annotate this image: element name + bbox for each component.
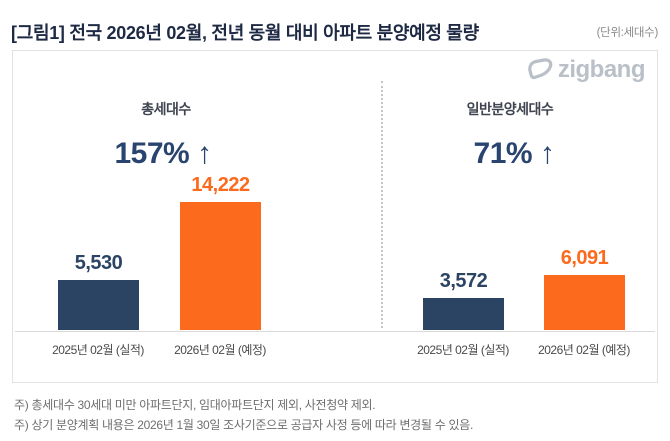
bar-column-general-2025: 3,572 [423,270,504,330]
footnote-1: 주) 총세대수 30세대 미만 아파트단지, 임대아파트단지 제외, 사전청약 … [14,398,376,412]
footnote-2: 주) 상기 분양계획 내용은 2026년 1월 30일 조사기준으로 공급자 사… [14,418,473,432]
zigbang-wordmark: zigbang [557,56,646,83]
group-change-total-households: 157% ↑ [114,137,212,170]
bar-value-label: 3,572 [439,270,488,292]
chart-panel: zigbang 총세대수 157% ↑ 5,530 14,222 2025년 0… [12,50,658,383]
page-title: [그림1] 전국 2026년 02월, 전년 동월 대비 아파트 분양예정 물량 [11,23,479,43]
bar-column-total-2026: 14,222 [180,174,261,330]
group-title-general-sale: 일반분양세대수 [466,101,554,117]
bar-general-2026-planned [544,275,625,330]
bar-value-label: 5,530 [74,252,123,274]
bar-column-total-2025: 5,530 [58,252,139,330]
bar-total-2026-planned [180,202,261,330]
group-divider [381,81,383,328]
axis-label-general-2025: 2025년 02월 (실적) [417,343,509,357]
zigbang-mark-icon [527,57,553,86]
bar-total-2025-actual [58,280,139,330]
bar-column-general-2026: 6,091 [544,247,625,330]
bar-value-label: 14,222 [191,174,250,196]
axis-label-total-2025: 2025년 02월 (실적) [52,343,144,357]
zigbang-logo: zigbang [527,56,646,86]
axis-label-general-2026: 2026년 02월 (예정) [538,343,630,357]
bar-value-label: 6,091 [560,247,609,269]
unit-label: (단위:세대수) [596,27,659,39]
x-axis-line [15,331,655,332]
axis-label-total-2026: 2026년 02월 (예정) [174,343,266,357]
group-change-general-sale: 71% ↑ [473,137,555,170]
bar-general-2025-actual [423,298,504,330]
group-title-total-households: 총세대수 [141,101,191,117]
